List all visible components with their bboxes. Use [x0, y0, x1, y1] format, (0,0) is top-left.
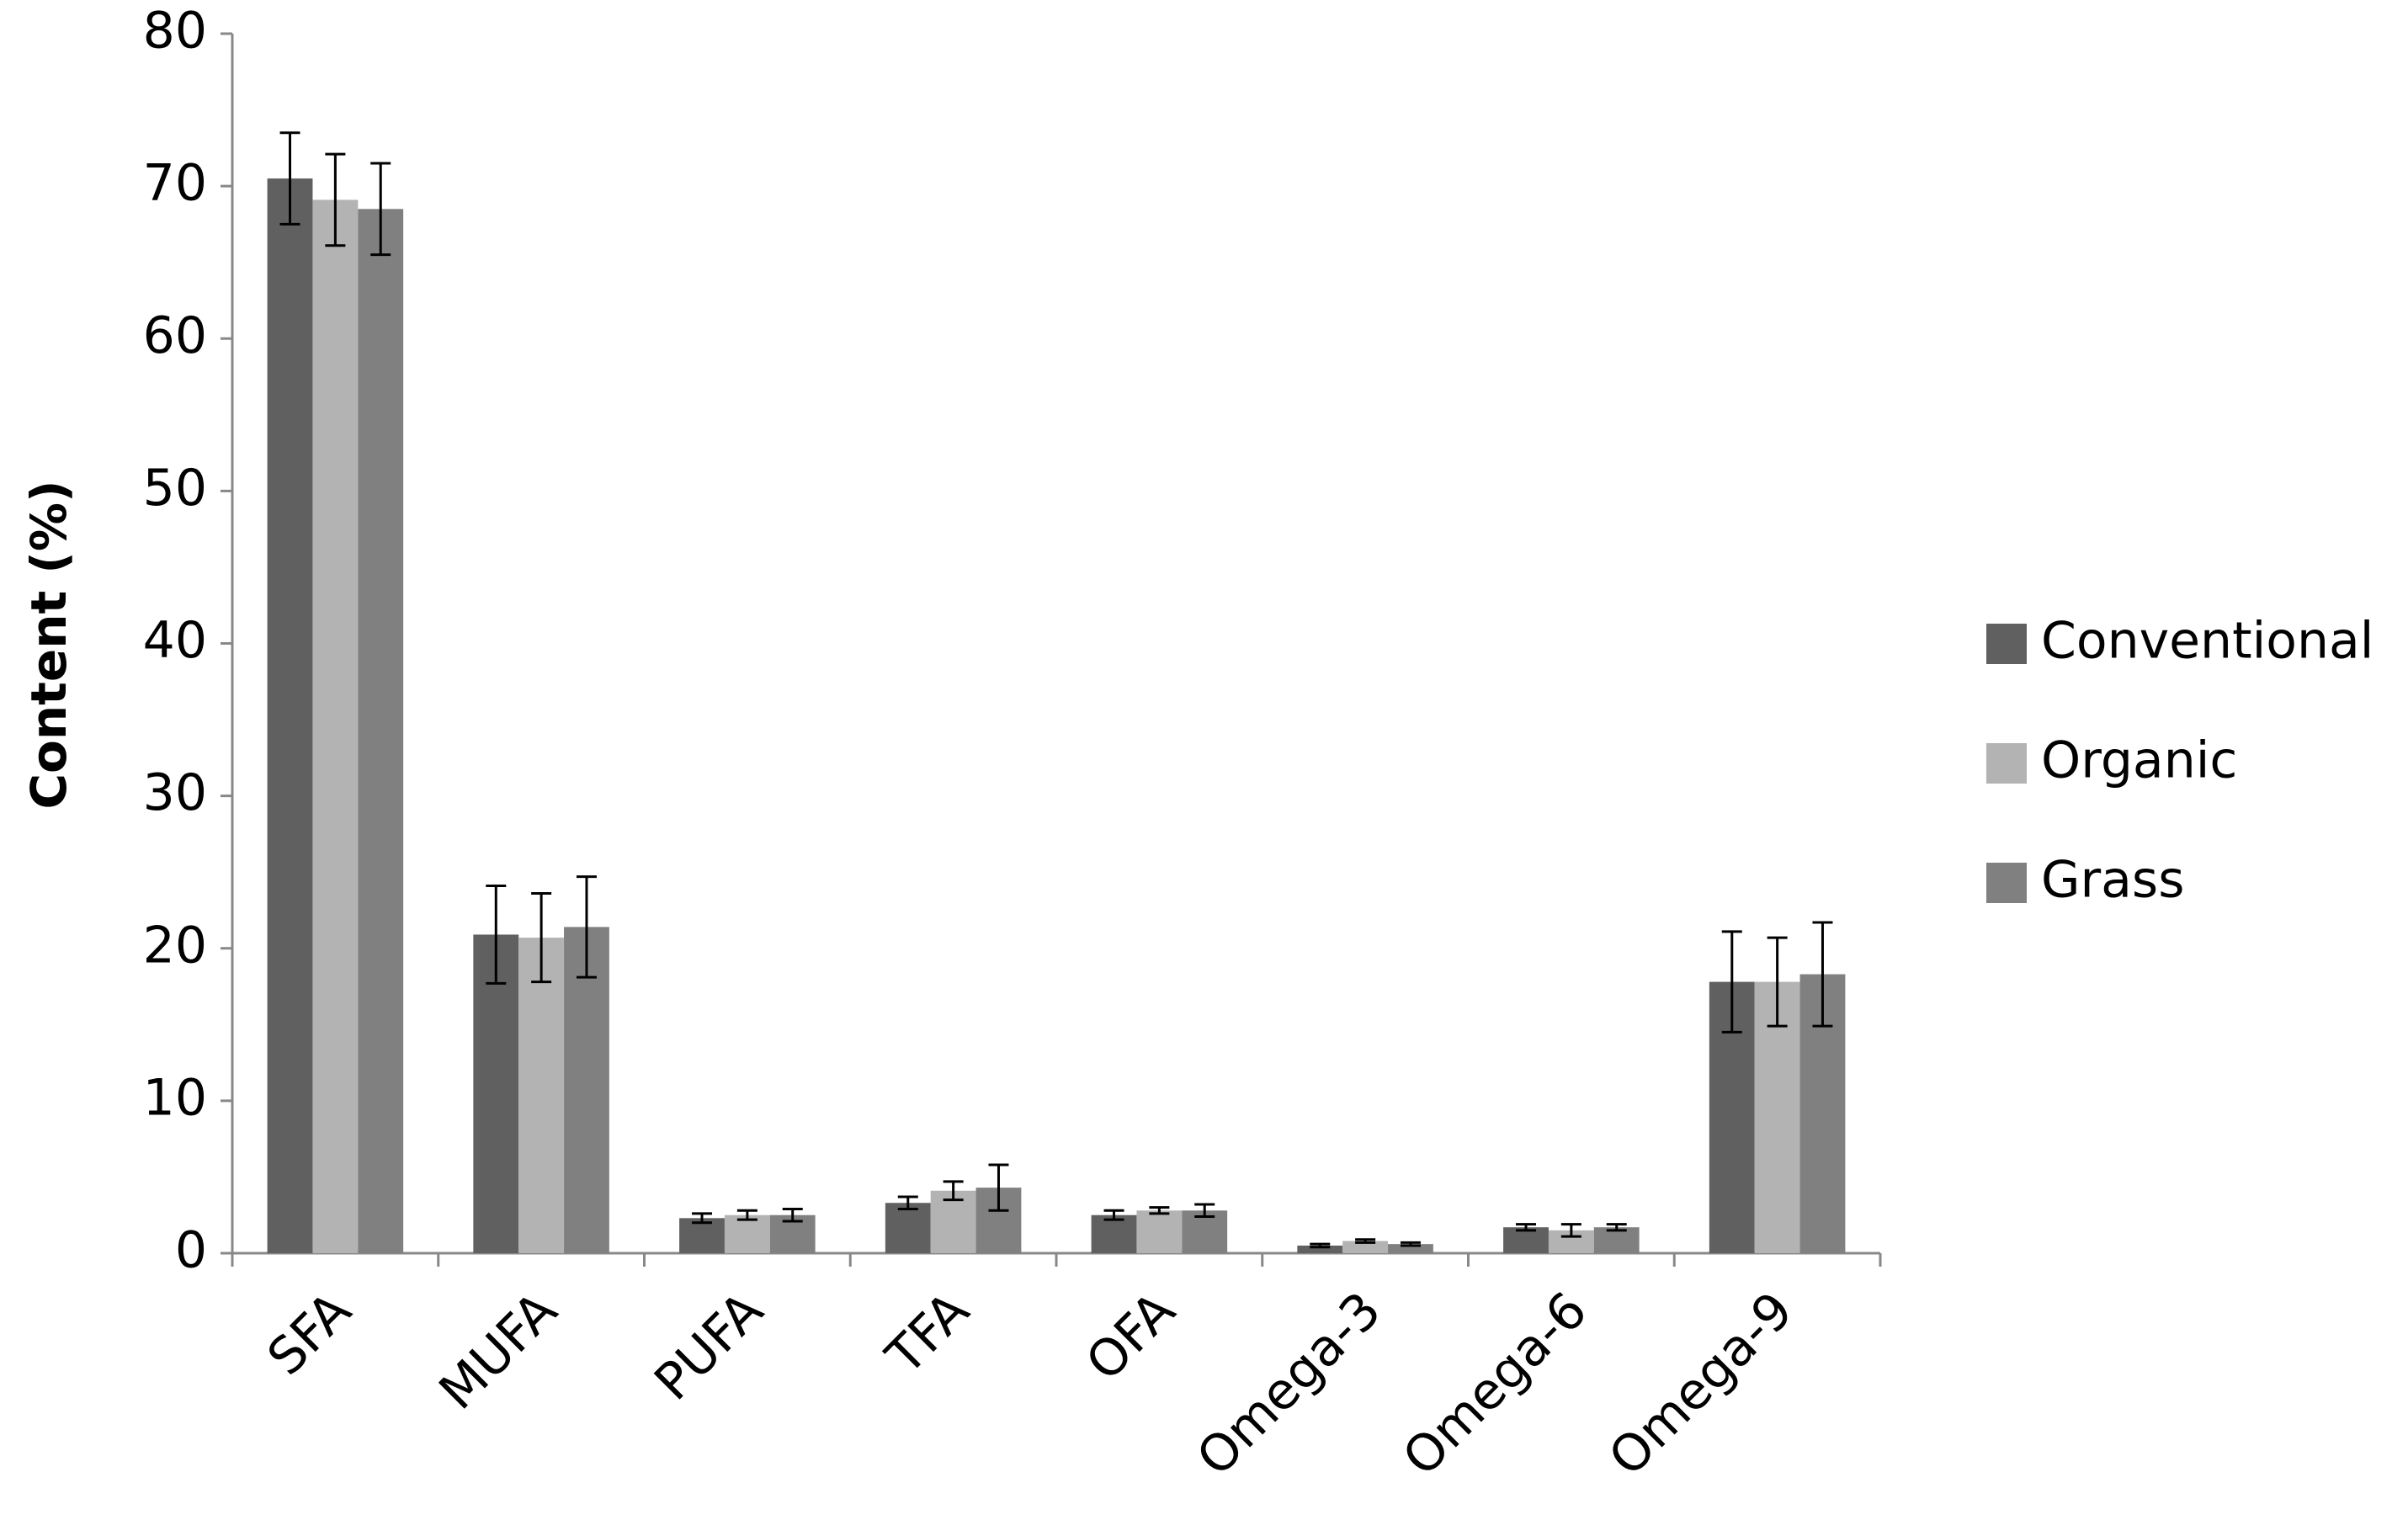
y-tick-label: 60 — [143, 306, 207, 365]
y-tick-label: 50 — [143, 459, 207, 518]
legend-label: Grass — [2041, 851, 2184, 910]
bar — [1388, 1244, 1433, 1253]
legend-label: Organic — [2041, 731, 2237, 790]
bar — [1593, 1227, 1640, 1253]
y-tick-label: 70 — [143, 154, 207, 213]
bar — [473, 934, 519, 1253]
legend-swatch — [1986, 863, 2027, 903]
bar — [1342, 1241, 1389, 1253]
x-tick-label: TFA — [874, 1281, 981, 1387]
bar — [1091, 1214, 1137, 1253]
legend-label: Conventional — [2041, 612, 2373, 671]
bar — [518, 938, 565, 1253]
bar — [1297, 1245, 1343, 1253]
bar — [1503, 1227, 1549, 1253]
x-tick-label: Omega-3 — [1186, 1281, 1393, 1488]
y-axis-title: Content (%) — [20, 480, 77, 809]
bar — [267, 178, 313, 1254]
legend-swatch — [1986, 624, 2027, 664]
x-tick-label: PUFA — [644, 1281, 775, 1412]
bar — [1136, 1210, 1183, 1253]
y-tick-label: 80 — [143, 2, 207, 61]
legend-swatch — [1986, 743, 2027, 784]
y-tick-label: 20 — [143, 916, 207, 975]
x-tick-label: SFA — [257, 1281, 363, 1387]
x-tick-label: Omega-9 — [1597, 1281, 1805, 1488]
bar — [930, 1190, 976, 1253]
y-tick-label: 0 — [175, 1221, 207, 1280]
bar — [679, 1218, 725, 1253]
x-tick-label: Omega-6 — [1392, 1281, 1599, 1488]
bar — [885, 1203, 931, 1253]
y-tick-label: 40 — [143, 611, 207, 670]
bar — [724, 1214, 770, 1253]
x-tick-label: OFA — [1075, 1281, 1186, 1392]
bar — [358, 209, 404, 1254]
bar — [564, 927, 609, 1253]
bar — [312, 199, 359, 1253]
y-tick-label: 10 — [143, 1068, 207, 1127]
y-tick-label: 30 — [143, 763, 207, 822]
x-tick-label: MUFA — [428, 1281, 569, 1422]
